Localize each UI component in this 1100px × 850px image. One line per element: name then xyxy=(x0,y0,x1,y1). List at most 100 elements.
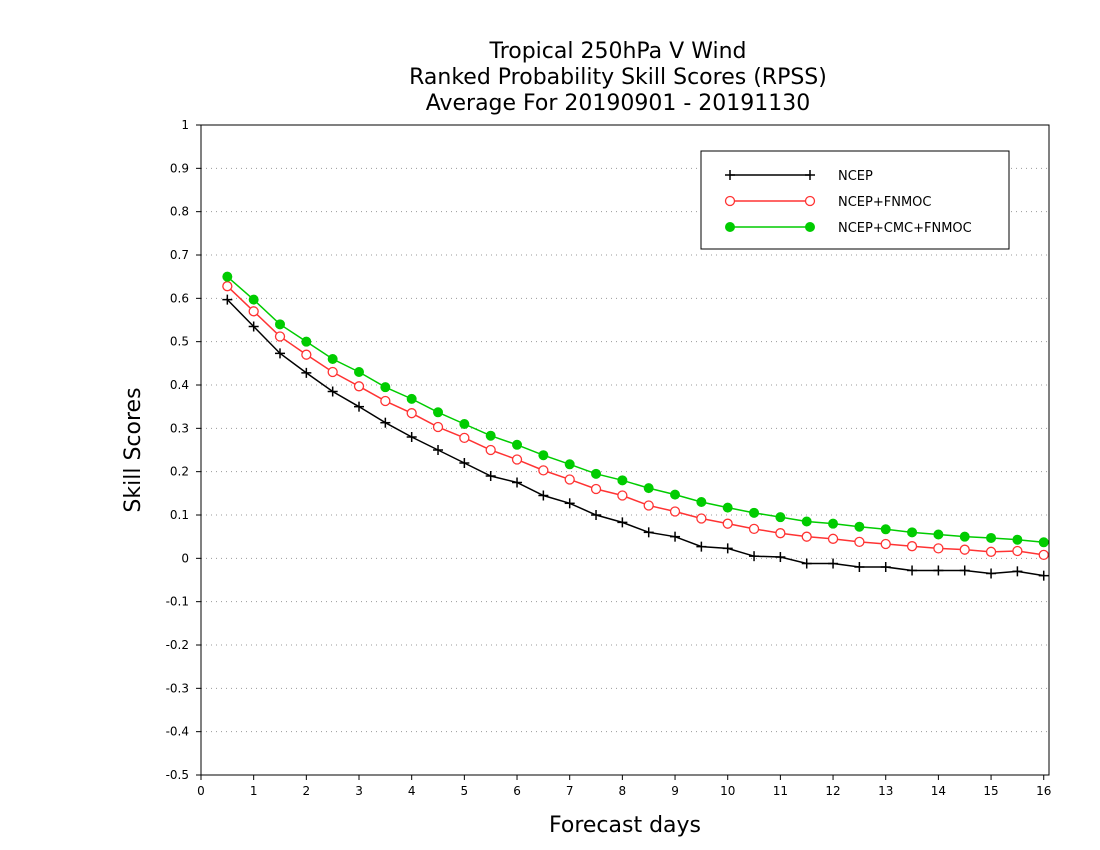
data-point-ncep-fnmoc xyxy=(722,518,733,529)
legend: NCEP NCEP+FNMOC NCEP+CMC+FNMOC xyxy=(700,150,1010,250)
data-point-ncep xyxy=(775,552,786,563)
data-point-ncep-fnmoc xyxy=(617,490,628,501)
data-point-ncep-cmc-fnmoc xyxy=(222,271,233,282)
data-point-ncep-cmc-fnmoc xyxy=(617,475,628,486)
data-point-ncep-cmc-fnmoc xyxy=(880,524,891,535)
data-point-ncep xyxy=(933,565,944,576)
data-point-ncep xyxy=(880,562,891,572)
legend-label: NCEP+CMC+FNMOC xyxy=(838,221,972,236)
legend-marker-end xyxy=(804,195,816,207)
data-point-ncep-cmc-fnmoc xyxy=(564,459,575,470)
y-tick-label: 0.2 xyxy=(170,465,189,479)
data-point-ncep xyxy=(248,321,259,332)
data-point-ncep-fnmoc xyxy=(248,306,259,317)
y-tick-label: 1 xyxy=(181,118,189,132)
y-tick-label: 0.8 xyxy=(170,205,189,219)
data-point-ncep xyxy=(406,432,417,442)
y-axis-ticks: -0.5 -0.4 -0.3 -0.2 -0.1 0 0.1 0.2 0.3 0.4 0.5 0.6 0… xyxy=(166,118,201,782)
data-point-ncep-fnmoc xyxy=(564,474,575,485)
data-point-ncep xyxy=(433,445,444,455)
x-tick-label: 3 xyxy=(355,784,363,798)
data-point-ncep xyxy=(459,458,470,468)
data-point-ncep xyxy=(1038,570,1049,581)
y-tick-label: -0.4 xyxy=(166,725,189,739)
data-point-ncep-fnmoc xyxy=(432,421,444,433)
data-point-ncep xyxy=(301,367,312,378)
data-point-ncep-cmc-fnmoc xyxy=(485,430,496,441)
data-point-ncep-fnmoc xyxy=(222,281,233,292)
data-point-ncep xyxy=(591,510,602,520)
data-point-ncep-fnmoc xyxy=(906,541,918,552)
data-point-ncep xyxy=(828,558,839,569)
data-point-ncep xyxy=(485,471,496,481)
data-point-ncep-fnmoc xyxy=(854,536,865,548)
y-axis-label: Skill Scores xyxy=(121,387,146,512)
data-point-ncep xyxy=(538,490,549,501)
legend-box xyxy=(700,150,1010,250)
y-tick-label: 0.1 xyxy=(170,508,189,522)
y-tick-label: -0.3 xyxy=(166,681,189,695)
x-tick-label: 1 xyxy=(250,784,258,798)
data-point-ncep-fnmoc xyxy=(301,349,312,360)
data-point-ncep-cmc-fnmoc xyxy=(1012,534,1023,545)
data-point-ncep-cmc-fnmoc xyxy=(538,450,549,461)
data-point-ncep xyxy=(380,417,391,428)
data-point-ncep-fnmoc xyxy=(801,531,812,542)
data-point-ncep xyxy=(222,294,233,305)
chart-title-line-3: Average For 20190901 - 20191130 xyxy=(426,91,811,116)
data-point-ncep-cmc-fnmoc xyxy=(959,531,970,542)
data-point-ncep-cmc-fnmoc xyxy=(749,507,760,518)
y-tick-label: -0.5 xyxy=(166,768,189,782)
x-tick-label: 0 xyxy=(197,784,205,798)
data-point-ncep xyxy=(670,531,681,542)
data-point-ncep-fnmoc xyxy=(327,366,338,378)
data-point-ncep-cmc-fnmoc xyxy=(643,483,654,494)
legend-marker-start xyxy=(724,195,736,207)
data-point-ncep-fnmoc xyxy=(1038,549,1049,561)
x-axis-label: Forecast days xyxy=(549,813,701,838)
data-point-ncep-fnmoc xyxy=(669,506,681,517)
data-point-ncep-cmc-fnmoc xyxy=(433,407,444,418)
y-tick-label: 0.6 xyxy=(170,291,189,305)
data-point-ncep-cmc-fnmoc xyxy=(591,468,602,479)
data-point-ncep xyxy=(749,551,760,562)
data-point-ncep-fnmoc xyxy=(933,543,944,554)
data-point-ncep-fnmoc xyxy=(590,483,602,495)
data-point-ncep-cmc-fnmoc xyxy=(828,518,839,529)
plot-frame xyxy=(200,124,1050,776)
x-tick-label: 6 xyxy=(513,784,521,798)
data-point-ncep-fnmoc xyxy=(538,465,549,476)
legend-item-ncep: NCEP xyxy=(725,169,873,184)
data-point-ncep xyxy=(564,498,575,509)
data-point-ncep-fnmoc xyxy=(380,395,391,407)
data-point-ncep-fnmoc xyxy=(353,381,365,392)
chart-title: Tropical 250hPa V Wind Ranked Probabilit… xyxy=(409,39,827,116)
x-tick-label: 14 xyxy=(931,784,946,798)
data-point-ncep-fnmoc xyxy=(511,454,523,465)
data-point-ncep xyxy=(722,543,733,554)
legend-marker-end xyxy=(805,222,815,232)
x-tick-label: 13 xyxy=(878,784,893,798)
data-point-ncep xyxy=(617,517,628,528)
legend-label: NCEP xyxy=(838,169,873,184)
series-ncep-cmc-fnmoc xyxy=(222,271,1049,548)
data-point-ncep-fnmoc xyxy=(827,533,839,544)
chart-title-line-2: Ranked Probability Skill Scores (RPSS) xyxy=(409,65,827,90)
x-tick-label: 8 xyxy=(619,784,627,798)
data-point-ncep-fnmoc xyxy=(485,444,496,456)
data-point-ncep-fnmoc xyxy=(406,408,417,419)
data-point-ncep xyxy=(986,568,997,579)
legend-marker-start xyxy=(725,222,735,232)
legend-label: NCEP+FNMOC xyxy=(838,195,931,210)
data-point-ncep-cmc-fnmoc xyxy=(670,489,681,500)
data-point-ncep-cmc-fnmoc xyxy=(722,502,733,513)
data-point-ncep-cmc-fnmoc xyxy=(406,393,417,404)
x-tick-label: 15 xyxy=(983,784,998,798)
data-point-ncep xyxy=(801,558,812,569)
data-point-ncep-cmc-fnmoc xyxy=(354,367,365,377)
data-point-ncep-fnmoc xyxy=(775,528,786,539)
data-point-ncep-fnmoc xyxy=(1012,545,1023,557)
data-point-ncep-cmc-fnmoc xyxy=(986,532,997,543)
data-point-ncep-fnmoc xyxy=(274,331,286,342)
data-point-ncep xyxy=(696,541,707,552)
